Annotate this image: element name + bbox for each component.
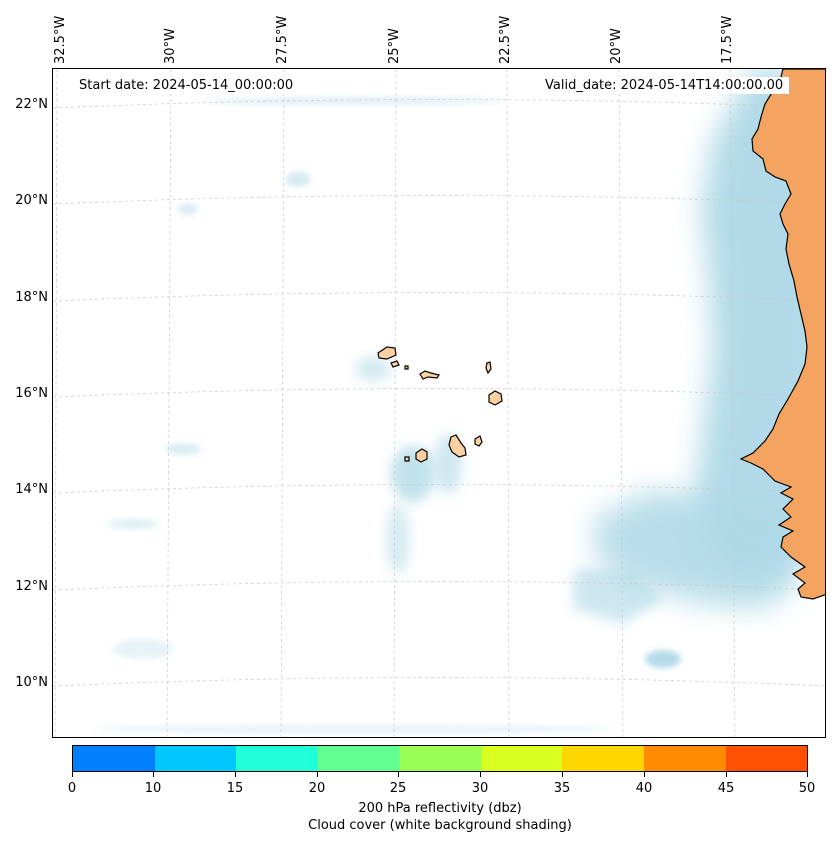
lon-label-27-5w: 27.5°W [275, 15, 290, 64]
meridian-20w [618, 69, 624, 737]
cloud-patch-west-1 [165, 443, 201, 455]
island-sao-vicente [390, 360, 400, 368]
colorbar [72, 745, 808, 772]
parallel-10n [53, 677, 825, 687]
island-santo-antao [377, 346, 397, 360]
start-date-label: Start date: 2024-05-14_00:00:00 [73, 77, 300, 94]
island-santiago [448, 434, 467, 458]
lat-label-16n: 16°N [15, 386, 48, 401]
africa-mainland [739, 69, 825, 600]
colorbar-tick [153, 772, 154, 777]
colorbar-label-reflectivity: 200 hPa reflectivity (dbz) [358, 801, 522, 816]
colorbar-segment-25-30 [399, 746, 481, 771]
colorbar-tick-label: 50 [798, 781, 816, 796]
island-santa-luzia [404, 365, 409, 370]
island-fogo [415, 448, 428, 463]
cloud-patch-nw-2 [178, 203, 198, 215]
island-sao-nicolau [419, 370, 440, 380]
colorbar-tick-label: 45 [717, 781, 735, 796]
parallel-16n [53, 388, 825, 398]
island-brava [404, 456, 410, 462]
meridian-32-5w [54, 69, 58, 737]
colorbar-tick [562, 772, 563, 777]
colorbar-tick-label: 10 [144, 781, 162, 796]
colorbar-tick-label: 20 [308, 781, 326, 796]
map-panel[interactable] [52, 68, 826, 738]
cloud-patch-bottom-band [93, 725, 613, 733]
cloud-patch-islands-north [355, 357, 391, 381]
colorbar-tick-label: 15 [226, 781, 244, 796]
cloud-patch-trail [386, 504, 410, 574]
meridian-27-5w [280, 69, 285, 737]
colorbar-tick [726, 772, 727, 777]
island-maio [474, 435, 483, 447]
lon-label-17-5w: 17.5°W [720, 15, 735, 64]
colorbar-segment-20-25 [317, 746, 400, 771]
colorbar-tick [480, 772, 481, 777]
cloud-patch-west-2 [108, 519, 158, 529]
colorbar-tick [317, 772, 318, 777]
island-sal [485, 361, 492, 375]
parallel-14n [53, 484, 825, 494]
map-canvas[interactable] [53, 69, 826, 738]
lon-label-32-5w: 32.5°W [53, 15, 68, 64]
colorbar-tick [235, 772, 236, 777]
colorbar-tick [398, 772, 399, 777]
meridian-17-5w [729, 69, 736, 737]
colorbar-tick-label: 0 [67, 781, 77, 796]
meridian-25w [393, 69, 397, 737]
lat-label-12n: 12°N [15, 579, 48, 594]
colorbar-segment-45-50 [725, 746, 808, 771]
cloud-patch-sw [113, 639, 173, 659]
meridian-30w [166, 69, 172, 737]
colorbar-tick-label: 40 [635, 781, 653, 796]
parallel-18n [53, 292, 825, 302]
colorbar-segment-0-10 [73, 746, 155, 771]
lon-label-25w: 25°W [387, 28, 402, 64]
colorbar-segment-15-20 [236, 746, 318, 771]
lat-label-22n: 22°N [15, 97, 48, 112]
island-boa-vista [488, 390, 503, 406]
valid-date-label: Valid_date: 2024-05-14T14:00:00.00 [539, 77, 790, 94]
parallel-12n [53, 581, 825, 591]
colorbar-segment-10-15 [154, 746, 237, 771]
meridian-22-5w [506, 69, 510, 737]
colorbar-tick-label: 30 [471, 781, 489, 796]
cloud-patch-10n [645, 650, 681, 668]
colorbar-segment-40-45 [643, 746, 726, 771]
lon-label-20w: 20°W [609, 28, 624, 64]
cloud-patch-top-band [203, 97, 503, 105]
lat-label-20n: 20°N [15, 193, 48, 208]
cloud-southern-mass [593, 489, 798, 609]
lon-label-30w: 30°W [163, 28, 178, 64]
parallel-20n [53, 195, 825, 205]
colorbar-tick [72, 772, 73, 777]
cape-verde-islands [377, 346, 503, 463]
colorbar-tick [644, 772, 645, 777]
colorbar-tick-label: 25 [389, 781, 407, 796]
parallel-22n [53, 99, 825, 109]
cloud-patch-islands-south [391, 446, 435, 502]
lat-label-18n: 18°N [15, 290, 48, 305]
graticule [53, 69, 825, 737]
colorbar-tick-label: 35 [553, 781, 571, 796]
lat-label-14n: 14°N [15, 482, 48, 497]
colorbar-label-cloud-cover: Cloud cover (white background shading) [308, 818, 572, 833]
lat-label-10n: 10°N [15, 675, 48, 690]
lon-label-22-5w: 22.5°W [498, 15, 513, 64]
colorbar-segment-30-35 [480, 746, 563, 771]
cloud-patch-nw-1 [286, 171, 310, 187]
colorbar-segment-35-40 [562, 746, 644, 771]
cloud-cover-layer [93, 69, 825, 733]
colorbar-tick [807, 772, 808, 777]
